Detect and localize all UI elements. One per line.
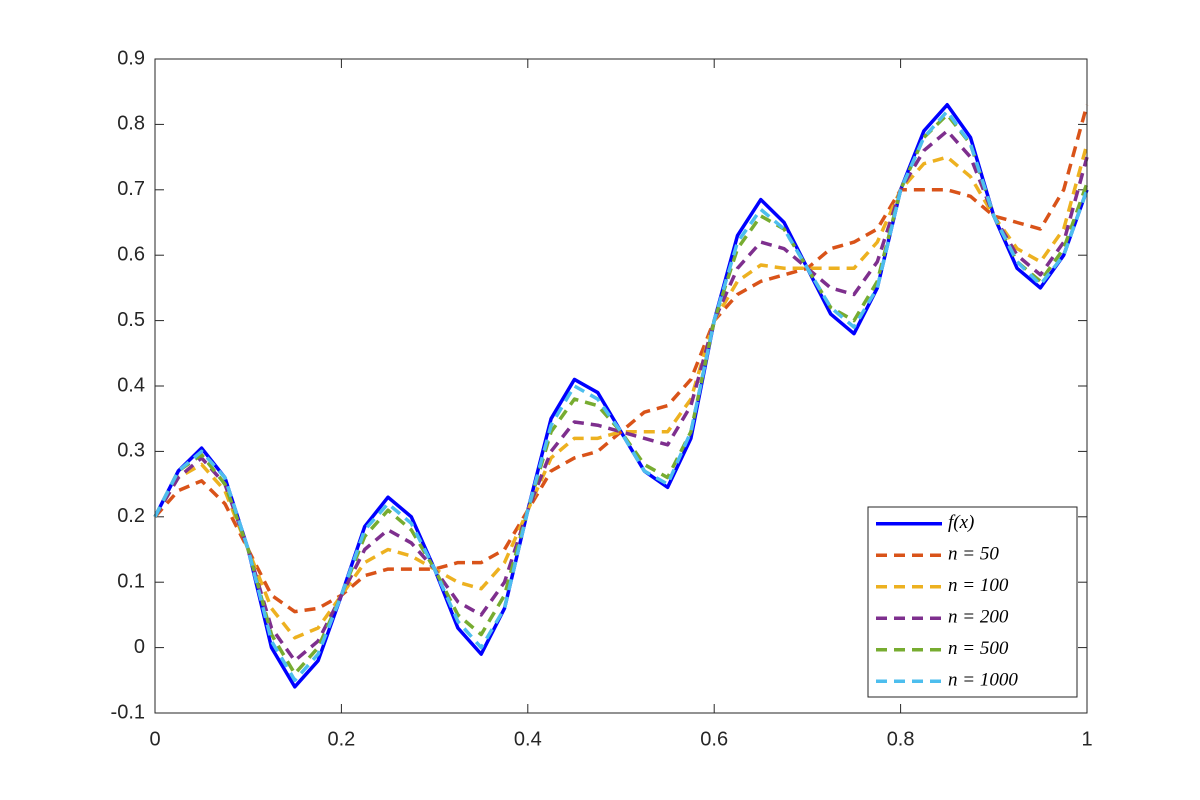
y-tick-label: 0.2 (117, 505, 145, 527)
y-tick-label: 0.8 (117, 113, 145, 135)
y-tick-label: 0 (134, 636, 145, 658)
x-tick-label: 0.4 (514, 728, 542, 750)
x-tick-label: 0 (149, 728, 160, 750)
y-tick-label: 0.5 (117, 309, 145, 331)
legend-label: n = 500 (948, 638, 1009, 659)
legend-label: f(x) (948, 512, 974, 533)
x-tick-label: 0.8 (887, 728, 915, 750)
x-tick-label: 1 (1081, 728, 1092, 750)
legend-label: n = 100 (948, 575, 1009, 596)
series-line (153, 129, 1089, 663)
y-tick-label: 0.3 (117, 440, 145, 462)
legend-label: n = 1000 (948, 670, 1018, 691)
legend: f(x) n = 50 n = 100 n = 200 n = 500 n = 1000 (867, 506, 1078, 698)
legend-label: n = 200 (948, 607, 1009, 628)
legend-label: n = 50 (948, 544, 999, 565)
y-tick-label: 0.6 (117, 243, 145, 265)
axes-box (154, 58, 1088, 714)
series-line (153, 143, 1089, 640)
x-tick-label: 0.6 (700, 728, 728, 750)
x-tick-label: 0.2 (327, 728, 355, 750)
y-tick-label: -0.1 (111, 701, 145, 723)
plot-area: -0.100.10.20.30.40.50.60.70.80.90 0.2 0.4 0… (111, 47, 1093, 750)
y-tick-label: 0.4 (117, 374, 145, 396)
series-line (153, 109, 1089, 683)
y-tick-label: 0.9 (117, 47, 145, 69)
series-line (153, 104, 1089, 614)
y-tick-label: 0.7 (117, 178, 145, 200)
y-tick-label: 0.1 (117, 570, 145, 592)
legend-box (867, 506, 1078, 698)
